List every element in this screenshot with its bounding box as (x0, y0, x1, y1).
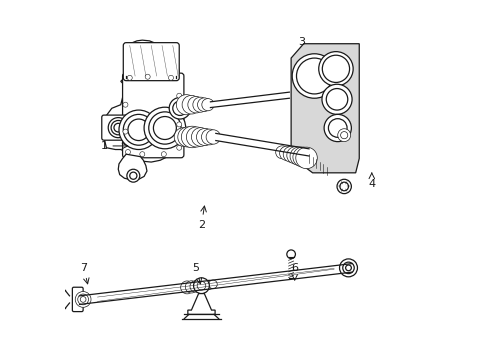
Circle shape (296, 58, 332, 94)
Circle shape (193, 278, 209, 294)
Circle shape (180, 281, 193, 294)
Circle shape (190, 281, 201, 292)
Circle shape (168, 75, 173, 80)
Text: 5: 5 (192, 263, 201, 284)
Circle shape (191, 128, 210, 146)
FancyBboxPatch shape (123, 42, 179, 81)
Circle shape (279, 146, 293, 161)
Circle shape (140, 152, 144, 157)
Circle shape (339, 259, 357, 277)
Circle shape (289, 147, 308, 166)
Circle shape (128, 119, 149, 140)
Circle shape (286, 250, 295, 258)
Text: 3: 3 (298, 37, 305, 47)
Circle shape (339, 182, 348, 191)
FancyBboxPatch shape (72, 287, 83, 312)
Text: 1: 1 (100, 141, 127, 151)
Circle shape (342, 262, 353, 274)
Circle shape (186, 127, 206, 147)
Polygon shape (124, 40, 179, 81)
Circle shape (295, 147, 317, 169)
Circle shape (78, 294, 88, 305)
Circle shape (197, 98, 211, 112)
Text: 4: 4 (367, 173, 375, 189)
Circle shape (122, 102, 128, 107)
Circle shape (125, 149, 130, 154)
Circle shape (119, 110, 158, 149)
Circle shape (324, 114, 351, 141)
Circle shape (206, 130, 220, 144)
Circle shape (292, 54, 336, 98)
Circle shape (127, 75, 132, 80)
Circle shape (126, 169, 140, 182)
Circle shape (111, 121, 125, 135)
Circle shape (153, 117, 176, 139)
Circle shape (318, 51, 352, 86)
Circle shape (172, 101, 187, 116)
Circle shape (122, 129, 128, 134)
Circle shape (328, 119, 346, 137)
Circle shape (181, 126, 203, 148)
Polygon shape (210, 92, 289, 108)
Polygon shape (187, 294, 215, 314)
Circle shape (75, 292, 91, 307)
Circle shape (336, 179, 351, 194)
Circle shape (187, 96, 204, 113)
Circle shape (325, 89, 347, 110)
FancyBboxPatch shape (122, 73, 183, 158)
Circle shape (176, 145, 182, 150)
Polygon shape (215, 134, 308, 156)
Circle shape (108, 118, 128, 138)
Circle shape (203, 280, 213, 289)
Text: 2: 2 (198, 206, 206, 230)
Circle shape (345, 265, 351, 271)
Circle shape (129, 172, 137, 179)
Circle shape (197, 282, 205, 290)
Circle shape (80, 297, 86, 302)
Polygon shape (290, 44, 359, 173)
Circle shape (337, 129, 350, 141)
Circle shape (194, 280, 205, 291)
Circle shape (199, 280, 209, 291)
Circle shape (340, 132, 347, 139)
Circle shape (114, 123, 122, 132)
Circle shape (123, 114, 154, 145)
Circle shape (176, 122, 182, 127)
Circle shape (176, 93, 182, 98)
Polygon shape (80, 264, 351, 305)
Circle shape (283, 147, 298, 162)
Circle shape (174, 128, 192, 146)
Circle shape (275, 146, 288, 159)
Circle shape (144, 107, 185, 149)
Circle shape (178, 127, 198, 147)
FancyBboxPatch shape (102, 115, 130, 140)
Circle shape (192, 97, 207, 112)
Circle shape (182, 95, 201, 114)
Circle shape (208, 280, 217, 289)
Circle shape (201, 129, 217, 145)
Circle shape (185, 281, 197, 293)
Circle shape (145, 74, 150, 79)
Circle shape (292, 147, 312, 167)
Circle shape (286, 147, 304, 164)
Text: 7: 7 (80, 263, 89, 284)
Circle shape (202, 99, 214, 111)
Circle shape (161, 152, 166, 157)
Circle shape (321, 84, 351, 114)
Circle shape (169, 98, 190, 119)
Circle shape (196, 129, 213, 145)
Circle shape (148, 112, 181, 144)
Circle shape (176, 95, 196, 115)
Circle shape (322, 55, 349, 82)
Polygon shape (118, 154, 147, 180)
Polygon shape (104, 71, 178, 162)
Text: 6: 6 (291, 263, 298, 280)
